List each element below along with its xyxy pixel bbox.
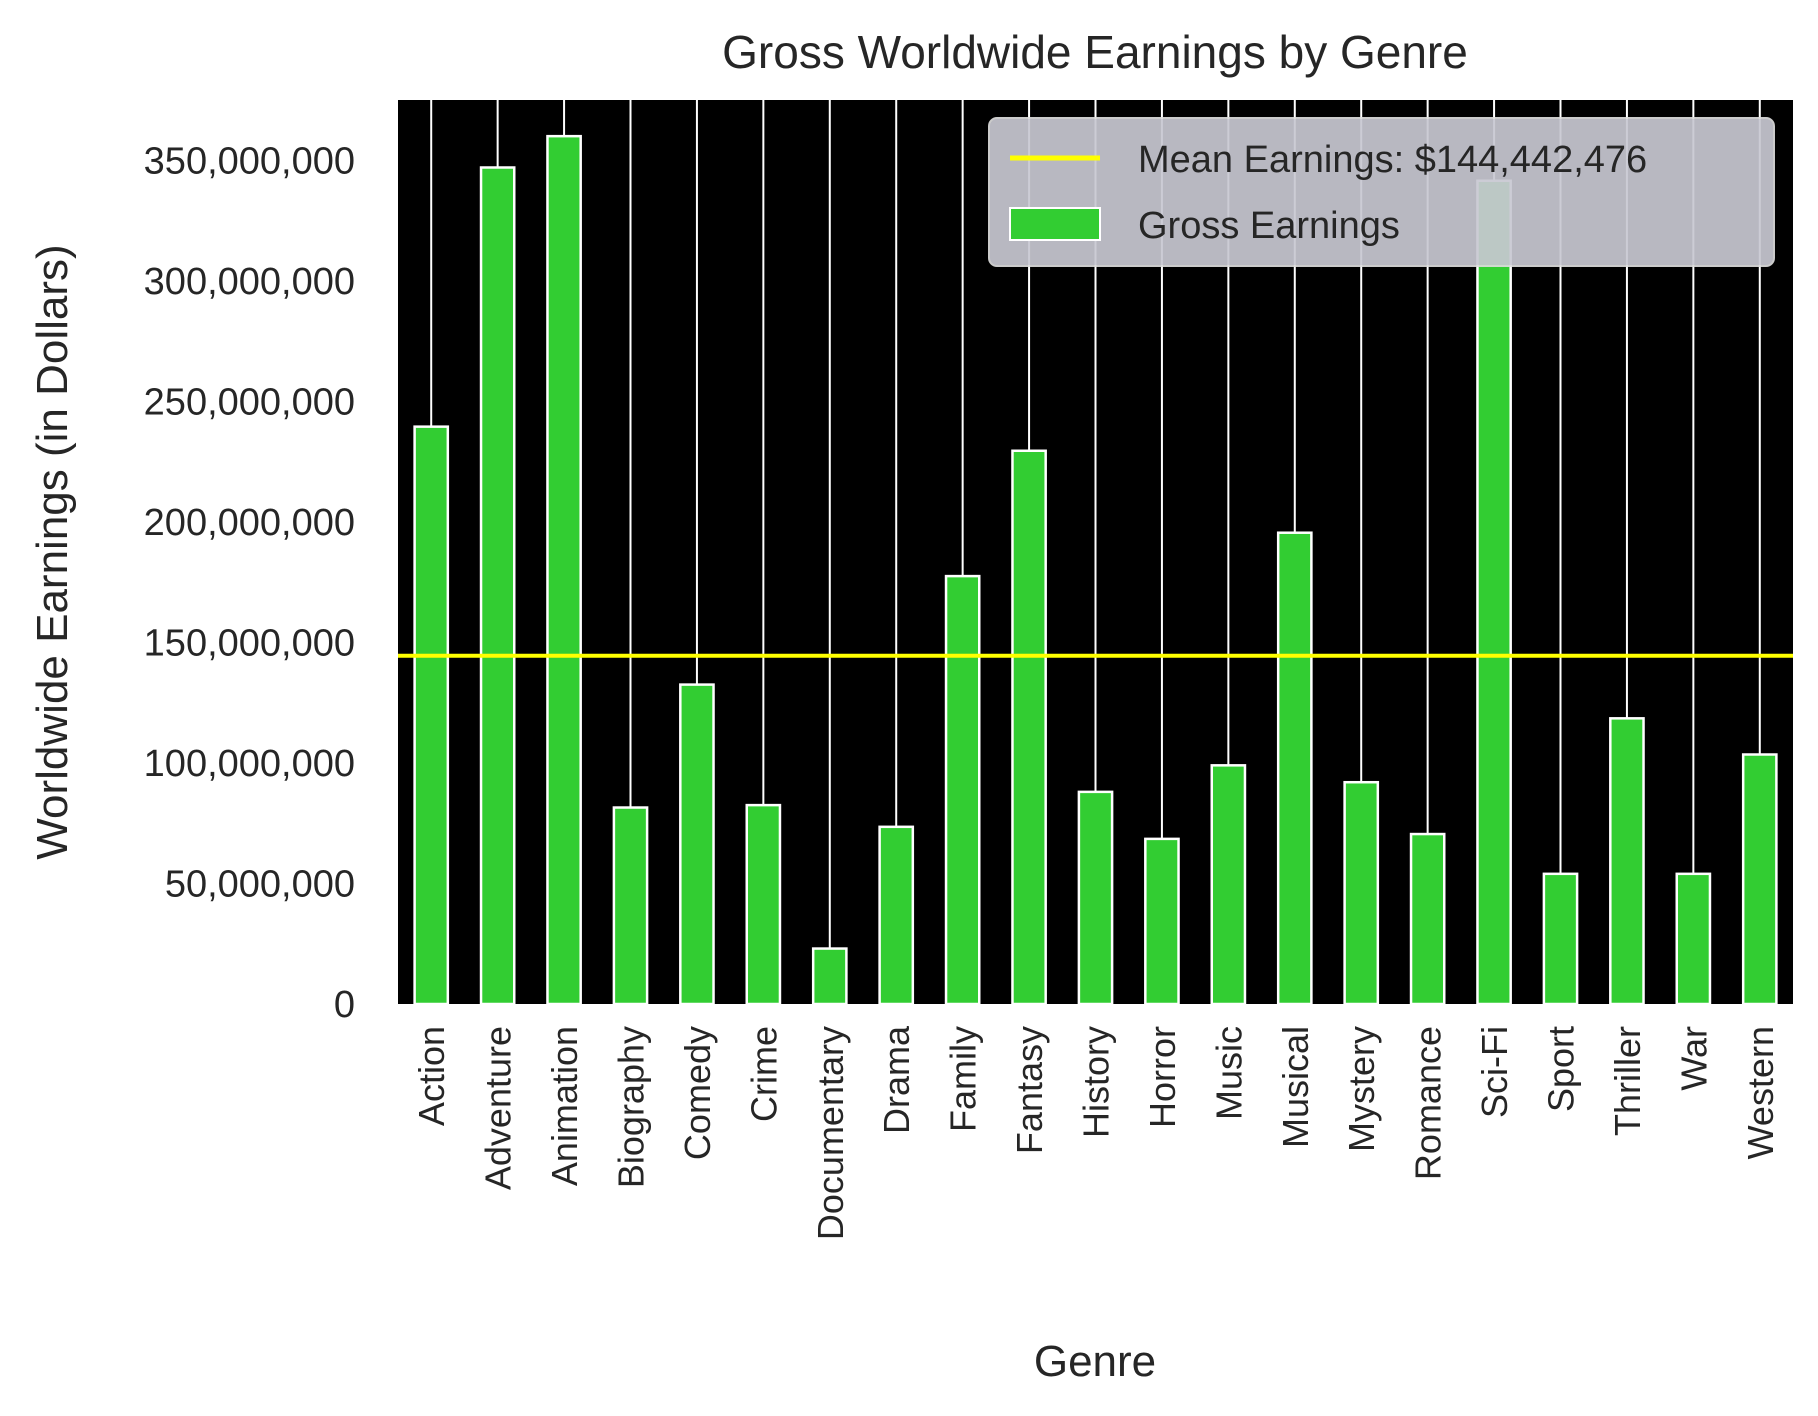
x-tick-label: Biography (611, 1026, 652, 1188)
bar-musical (1276, 531, 1313, 1006)
y-tick-label: 250,000,000 (144, 381, 355, 423)
x-tick-label: Drama (876, 1025, 917, 1134)
x-tick-label: Animation (544, 1026, 585, 1186)
y-tick-label: 300,000,000 (144, 261, 355, 303)
x-tick-label: Horror (1142, 1026, 1183, 1128)
legend: Mean Earnings: $144,442,476 Gross Earnin… (988, 117, 1775, 267)
x-tick-label: Action (411, 1026, 452, 1126)
legend-bar-label: Gross Earnings (1138, 205, 1400, 247)
bar-sci-fi (1476, 179, 1512, 1006)
x-tick-labels: Action Adventure Animation Biography Comedy C… (411, 1025, 1781, 1240)
bar-horror (1144, 837, 1180, 1006)
bar-comedy (679, 683, 715, 1006)
legend-box (988, 117, 1775, 267)
y-axis-label: Worldwide Earnings (in Dollars) (28, 244, 77, 859)
bar-mystery (1343, 780, 1380, 1006)
x-tick-label: Documentary (810, 1026, 851, 1240)
legend-bar-swatch (1009, 207, 1101, 241)
x-tick-label: Mystery (1341, 1026, 1382, 1152)
bar-romance (1409, 832, 1446, 1006)
legend-mean-label: Mean Earnings: $144,442,476 (1138, 139, 1647, 181)
bar-history (1077, 790, 1114, 1006)
bars (413, 134, 1778, 1006)
x-axis-label: Genre (1034, 1337, 1156, 1386)
chart-title: Gross Worldwide Earnings by Genre (722, 26, 1468, 78)
x-tick-label: History (1076, 1026, 1117, 1138)
x-tick-label: Sport (1541, 1026, 1582, 1112)
bar-drama (878, 825, 915, 1006)
y-tick-label: 200,000,000 (144, 502, 355, 544)
bar-adventure (479, 166, 516, 1006)
x-tick-label: Sci-Fi (1474, 1026, 1515, 1118)
y-tick-label: 100,000,000 (144, 743, 355, 785)
x-tick-label: Western (1740, 1026, 1781, 1159)
x-tick-label: Musical (1275, 1026, 1316, 1148)
y-tick-labels: 0 50,000,000 100,000,000 150,000,000 200,000… (144, 140, 355, 1026)
bar-documentary (811, 947, 848, 1006)
x-tick-label: Adventure (478, 1026, 519, 1190)
y-tick-label: 350,000,000 (144, 140, 355, 182)
x-tick-label: War (1673, 1026, 1714, 1091)
x-tick-label: Fantasy (1009, 1026, 1050, 1154)
y-tick-label: 0 (334, 984, 355, 1026)
bar-western (1741, 753, 1778, 1006)
bar-animation (546, 134, 582, 1006)
y-tick-label: 50,000,000 (165, 863, 355, 905)
x-tick-label: Comedy (677, 1026, 718, 1160)
y-tick-label: 150,000,000 (144, 622, 355, 664)
x-tick-label: Music (1208, 1026, 1249, 1120)
bar-family (944, 574, 981, 1006)
bar-biography (612, 806, 649, 1006)
bar-crime (745, 803, 782, 1006)
bar-sport (1542, 872, 1579, 1006)
x-tick-label: Romance (1408, 1026, 1449, 1180)
x-tick-label: Family (943, 1026, 984, 1132)
x-tick-label: Thriller (1607, 1026, 1648, 1136)
bar-action (413, 425, 450, 1006)
bar-music (1210, 764, 1247, 1006)
bar-fantasy (1011, 449, 1047, 1006)
bar-thriller (1609, 717, 1645, 1006)
bar-war (1675, 872, 1712, 1006)
x-tick-label: Crime (743, 1026, 784, 1122)
